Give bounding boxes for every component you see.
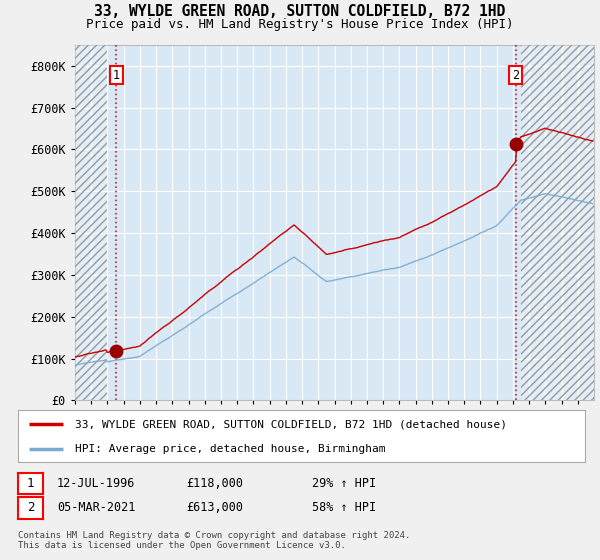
Text: HPI: Average price, detached house, Birmingham: HPI: Average price, detached house, Birm… <box>75 444 385 454</box>
Text: £118,000: £118,000 <box>186 477 243 490</box>
Text: 1: 1 <box>112 68 119 82</box>
Text: 05-MAR-2021: 05-MAR-2021 <box>57 501 136 515</box>
Text: 58% ↑ HPI: 58% ↑ HPI <box>312 501 376 515</box>
Text: 29% ↑ HPI: 29% ↑ HPI <box>312 477 376 490</box>
Text: 33, WYLDE GREEN ROAD, SUTTON COLDFIELD, B72 1HD (detached house): 33, WYLDE GREEN ROAD, SUTTON COLDFIELD, … <box>75 419 506 430</box>
Text: 2: 2 <box>27 501 34 515</box>
Text: £613,000: £613,000 <box>186 501 243 515</box>
Text: 1: 1 <box>27 477 34 490</box>
Text: 12-JUL-1996: 12-JUL-1996 <box>57 477 136 490</box>
Text: 2: 2 <box>512 68 519 82</box>
Text: Contains HM Land Registry data © Crown copyright and database right 2024.
This d: Contains HM Land Registry data © Crown c… <box>18 531 410 550</box>
Text: Price paid vs. HM Land Registry's House Price Index (HPI): Price paid vs. HM Land Registry's House … <box>86 18 514 31</box>
Text: 33, WYLDE GREEN ROAD, SUTTON COLDFIELD, B72 1HD: 33, WYLDE GREEN ROAD, SUTTON COLDFIELD, … <box>94 4 506 20</box>
